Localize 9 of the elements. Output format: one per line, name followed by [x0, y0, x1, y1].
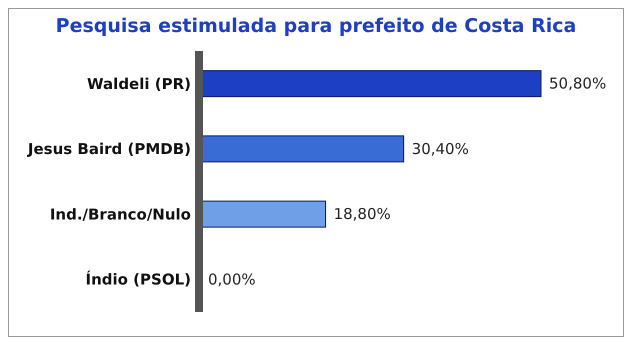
data-label: 30,40% — [412, 140, 469, 158]
data-label: 50,80% — [549, 74, 606, 93]
y-tick-label: Ind./Branco/Nulo — [50, 205, 191, 224]
y-tick-label: Índio (PSOL) — [86, 270, 191, 289]
y-tick-label: Waldeli (PR) — [87, 74, 191, 93]
chart-title: Pesquisa estimulada para prefeito de Costa Rica — [54, 15, 578, 37]
y-tick-label: Jesus Baird (PMDB) — [26, 140, 191, 158]
data-label: 18,80% — [334, 205, 391, 224]
data-label: 0,00% — [208, 270, 256, 288]
